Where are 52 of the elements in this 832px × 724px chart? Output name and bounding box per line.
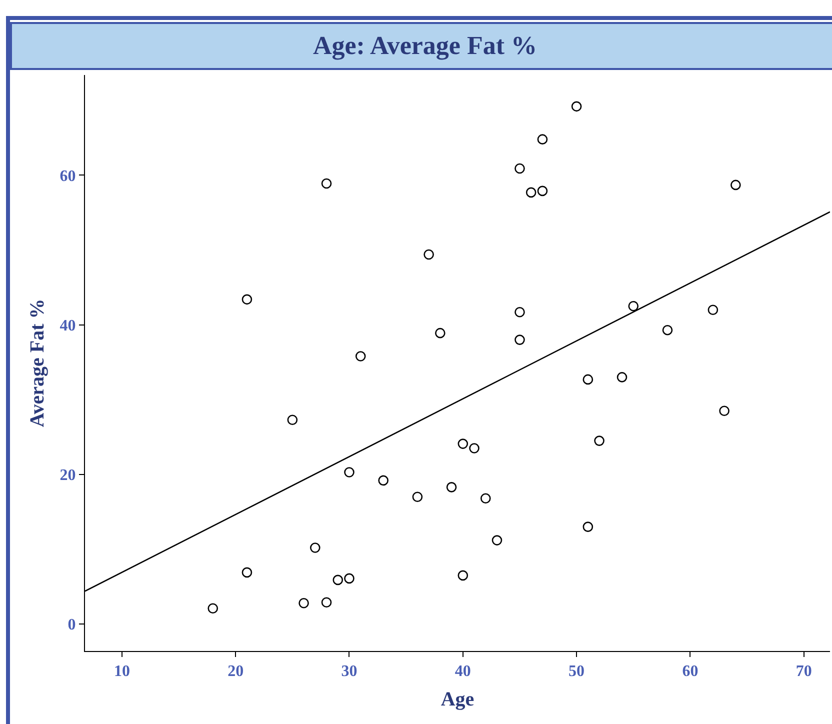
point (719, 406, 730, 416)
point (332, 574, 344, 586)
y-axis-title: Average Fat % (26, 298, 48, 428)
point (730, 180, 741, 190)
point (321, 178, 332, 189)
y-tick-label: 40 (60, 317, 76, 334)
point (582, 374, 594, 385)
point (537, 134, 548, 144)
point (662, 324, 673, 336)
point (571, 101, 582, 112)
point (492, 535, 502, 546)
x-tick-label: 70 (796, 663, 812, 680)
x-tick-label: 30 (341, 663, 358, 680)
point (208, 603, 218, 614)
point (435, 328, 446, 338)
y-tick-label: 0 (68, 616, 76, 634)
x-tick-label: 10 (114, 663, 130, 680)
point (298, 598, 309, 608)
x-tick-label: 40 (454, 663, 471, 680)
point (537, 186, 548, 196)
point (469, 443, 480, 454)
point (514, 163, 525, 174)
point (526, 187, 536, 198)
point (616, 372, 628, 382)
chart-title: Age: Average Fat % (10, 22, 832, 70)
point (480, 493, 491, 504)
point (458, 438, 468, 449)
point (355, 351, 366, 362)
point (594, 436, 604, 446)
x-axis-title: Age (440, 688, 474, 711)
point (321, 597, 332, 608)
point (708, 304, 718, 316)
y-tick-label: 60 (60, 168, 76, 185)
y-tick-label: 20 (60, 467, 76, 484)
point (287, 414, 298, 425)
x-tick-label: 50 (568, 663, 585, 680)
point (412, 492, 423, 502)
point (344, 467, 354, 478)
point (628, 301, 639, 312)
point (458, 570, 468, 581)
x-tick-label: 60 (682, 663, 698, 680)
point (310, 542, 320, 553)
point (514, 306, 525, 318)
point (446, 482, 457, 492)
point (242, 294, 252, 305)
point (424, 249, 434, 260)
point (344, 573, 354, 584)
point (378, 475, 388, 486)
point (514, 334, 525, 345)
point (582, 522, 594, 532)
point (242, 567, 252, 578)
x-tick-label: 20 (228, 663, 244, 680)
